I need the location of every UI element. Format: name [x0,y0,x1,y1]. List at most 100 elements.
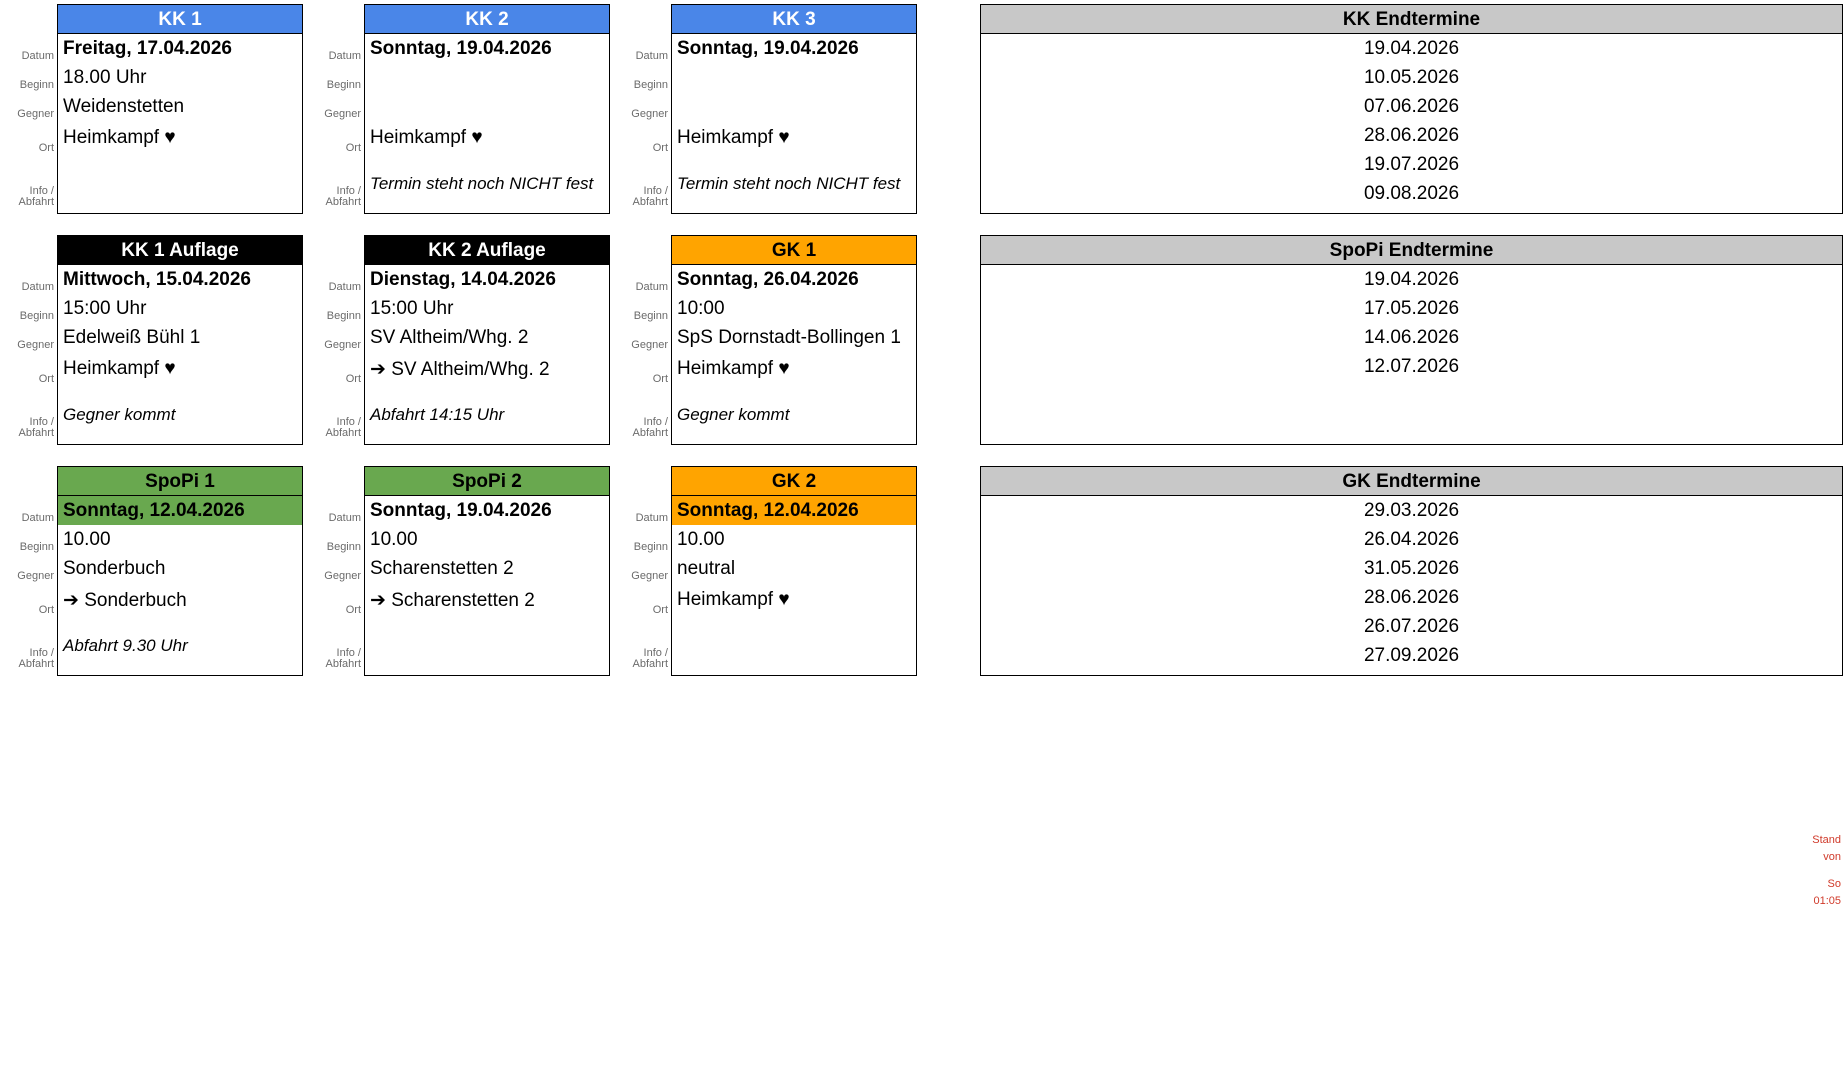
row-value: 10.00 [677,528,725,550]
row-value: Heimkampf ♥ [63,358,176,379]
card-row-beginn: Beginn 15:00 Uhr [327,294,609,323]
row-value: Sonntag, 26.04.2026 [677,268,859,290]
card-row-gegner: Gegner SpS Dornstadt-Bollingen 1 [631,323,916,352]
endtermine-date: 07.06.2026 [1363,96,1460,117]
row-label: Datum [21,50,54,63]
card-row-datum: Datum Sonntag, 12.04.2026 [22,496,302,525]
row-value [365,92,609,121]
endtermine-date: 10.05.2026 [1363,67,1460,88]
row-label: Beginn [326,79,361,92]
card-row-datum: Datum Mittwoch, 15.04.2026 [22,265,302,294]
row-value: Mittwoch, 15.04.2026 [63,268,251,290]
match-card-kk1auflage[interactable]: KK 1 Auflage Datum Mittwoch, 15.04.2026 Beg… [17,235,303,445]
card-row-ort: Ort Heimkampf ♥ [653,352,916,386]
row-label: Info / Abfahrt [18,184,54,209]
endtermine-date: 19.04.2026 [1363,38,1460,59]
row-value: ➔ Sonderbuch [63,589,187,611]
row-label: Datum [635,512,668,525]
card-row-datum: Datum Sonntag, 26.04.2026 [636,265,916,294]
card-row-datum: Datum Sonntag, 19.04.2026 [329,34,609,63]
card-body-kk3: Datum Sonntag, 19.04.2026 Beginn Gegner Ort H… [631,33,917,214]
endtermine-date: 28.06.2026 [1363,587,1460,608]
match-card-gk2[interactable]: GK 2 Datum Sonntag, 12.04.2026 Beginn 10.00 G… [631,466,917,676]
row-label: Ort [38,142,54,155]
match-card-kk2auflage[interactable]: KK 2 Auflage Datum Dienstag, 14.04.2026 Beg… [324,235,610,445]
row-value: Heimkampf ♥ [677,358,790,379]
row-label: Info / Abfahrt [325,184,361,209]
endtermine-header-kk-endtermine: KK Endtermine [981,5,1842,34]
row-value: 10:00 [677,297,725,319]
card-row-info: Info / Abfahrt Termin steht noch NICHT fes… [326,155,609,213]
row-value: SpS Dornstadt-Bollingen 1 [677,326,901,348]
card-row-info: Info / Abfahrt Termin steht noch NICHT fes… [633,155,916,213]
row-label: Gegner [17,570,54,583]
row-value: Sonntag, 12.04.2026 [677,499,859,521]
card-row-datum: Datum Sonntag, 19.04.2026 [329,496,609,525]
stand-line4: 01:05 [1813,895,1841,907]
endtermine-table-spopi-endtermine: SpoPi Endtermine 19.04.2026 17.05.2026 14.0… [980,235,1843,445]
card-row-beginn: Beginn [634,63,916,92]
row-value: Sonntag, 19.04.2026 [370,499,552,521]
card-row-info: Info / Abfahrt Abfahrt 14:15 Uhr [326,386,609,444]
row-value [58,155,302,213]
match-card-kk3[interactable]: KK 3 Datum Sonntag, 19.04.2026 Beginn Gegner… [631,4,917,214]
row-value: Heimkampf ♥ [370,127,483,148]
card-body-kk2: Datum Sonntag, 19.04.2026 Beginn Gegner Ort H… [324,33,610,214]
card-row-gegner: Gegner Sonderbuch [17,554,302,583]
card-row-datum: Datum Sonntag, 19.04.2026 [636,34,916,63]
match-card-kk1[interactable]: KK 1 Datum Freitag, 17.04.2026 Beginn 18.00 … [17,4,303,214]
card-title-kk1: KK 1 [57,4,303,33]
endtermine-date: 19.04.2026 [1363,269,1460,290]
card-body-kk2auflage: Datum Dienstag, 14.04.2026 Beginn 15:00 Uhr… [324,264,610,445]
row-label: Gegner [17,339,54,352]
row-value: Abfahrt 9.30 Uhr [63,636,188,655]
card-title-kk2auflage: KK 2 Auflage [364,235,610,264]
endtermine-table-kk-endtermine: KK Endtermine 19.04.2026 10.05.2026 07.06.2… [980,4,1843,214]
card-title-gk1: GK 1 [671,235,917,264]
row-label: Info / Abfahrt [18,646,54,671]
endtermine-date: 12.07.2026 [1363,356,1460,377]
card-row-ort: Ort ➔ Sonderbuch [39,583,302,617]
row-label: Info / Abfahrt [632,184,668,209]
card-title-kk3: KK 3 [671,4,917,33]
row-value: ➔ SV Altheim/Whg. 2 [370,358,550,380]
card-title-spopi1: SpoPi 1 [57,466,303,495]
endtermine-date: 09.08.2026 [1363,183,1460,204]
match-card-spopi2[interactable]: SpoPi 2 Datum Sonntag, 19.04.2026 Beginn 10.… [324,466,610,676]
row-value: 10.00 [370,528,418,550]
card-title-spopi2: SpoPi 2 [364,466,610,495]
card-row-gegner: Gegner [631,92,916,121]
card-row-ort: Ort Heimkampf ♥ [346,121,609,155]
card-row-beginn: Beginn 18.00 Uhr [20,63,302,92]
endtermine-header-gk-endtermine: GK Endtermine [981,467,1842,496]
endtermine-date: 26.07.2026 [1363,616,1460,637]
row-label: Gegner [631,570,668,583]
stand-line2: von [1823,851,1841,863]
row-value: Edelweiß Bühl 1 [63,326,201,348]
row-value: Sonderbuch [63,557,166,579]
card-row-ort: Ort Heimkampf ♥ [653,121,916,155]
card-row-beginn: Beginn 10.00 [327,525,609,554]
stand-line1: Stand [1812,834,1841,846]
card-row-info: Info / Abfahrt Gegner kommt [19,386,302,444]
row-label: Ort [38,373,54,386]
endtermine-body-kk-endtermine: 19.04.2026 10.05.2026 07.06.2026 28.06.2026… [981,34,1842,208]
row-label: Datum [635,50,668,63]
row-label: Ort [345,142,361,155]
match-card-spopi1[interactable]: SpoPi 1 Datum Sonntag, 12.04.2026 Beginn 10.… [17,466,303,676]
row-value: Sonntag, 19.04.2026 [677,37,859,59]
match-card-kk2[interactable]: KK 2 Datum Sonntag, 19.04.2026 Beginn Gegner… [324,4,610,214]
row-label: Ort [652,142,668,155]
match-card-gk1[interactable]: GK 1 Datum Sonntag, 26.04.2026 Beginn 10:00 G… [631,235,917,445]
card-row-ort: Ort Heimkampf ♥ [653,583,916,617]
row-value: neutral [677,557,736,579]
row-label: Gegner [324,339,361,352]
row-value: Heimkampf ♥ [677,589,790,610]
row-label: Gegner [631,108,668,121]
endtermine-date: 28.06.2026 [1363,125,1460,146]
endtermine-date: 26.04.2026 [1363,529,1460,550]
card-row-beginn: Beginn 15:00 Uhr [20,294,302,323]
row-label: Datum [328,281,361,294]
row-value [672,92,916,121]
row-label: Beginn [19,79,54,92]
